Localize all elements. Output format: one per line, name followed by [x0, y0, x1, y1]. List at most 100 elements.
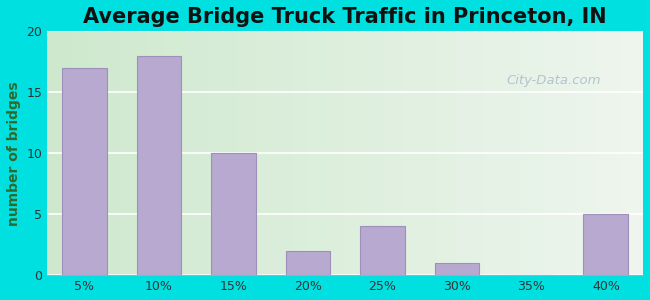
Bar	[149, 31, 151, 275]
Bar	[193, 31, 196, 275]
Bar	[229, 31, 232, 275]
Bar	[524, 31, 527, 275]
Bar	[217, 31, 220, 275]
Bar	[110, 31, 113, 275]
Bar	[434, 263, 479, 275]
Bar	[199, 31, 202, 275]
Bar	[56, 31, 59, 275]
Bar	[250, 31, 253, 275]
Bar	[104, 31, 107, 275]
Bar	[53, 31, 56, 275]
Bar	[253, 31, 255, 275]
Bar	[387, 31, 390, 275]
Bar	[163, 31, 166, 275]
Bar	[65, 31, 68, 275]
Bar	[181, 31, 184, 275]
Bar	[497, 31, 500, 275]
Bar	[390, 31, 393, 275]
Bar	[360, 226, 405, 275]
Bar	[119, 31, 122, 275]
Bar	[566, 31, 569, 275]
Bar	[336, 31, 339, 275]
Bar	[178, 31, 181, 275]
Bar	[131, 31, 134, 275]
Bar	[59, 31, 62, 275]
Bar	[536, 31, 539, 275]
Bar	[291, 31, 294, 275]
Bar	[226, 31, 229, 275]
Bar	[208, 31, 211, 275]
Bar	[155, 31, 157, 275]
Bar	[417, 31, 420, 275]
Bar	[396, 31, 398, 275]
Bar	[381, 31, 384, 275]
Bar	[309, 31, 313, 275]
Bar	[577, 31, 580, 275]
Bar	[304, 31, 306, 275]
Bar	[408, 31, 411, 275]
Bar	[378, 31, 381, 275]
Bar	[113, 31, 116, 275]
Bar	[294, 31, 298, 275]
Bar	[560, 31, 563, 275]
Bar	[637, 31, 640, 275]
Bar	[47, 31, 50, 275]
Bar	[92, 31, 95, 275]
Bar	[482, 31, 485, 275]
Bar	[187, 31, 190, 275]
Bar	[533, 31, 536, 275]
Bar	[449, 31, 452, 275]
Bar	[398, 31, 402, 275]
Bar	[345, 31, 348, 275]
Bar	[375, 31, 378, 275]
Bar	[619, 31, 622, 275]
Bar	[628, 31, 631, 275]
Bar	[136, 56, 181, 275]
Bar	[613, 31, 616, 275]
Bar	[366, 31, 369, 275]
Bar	[545, 31, 548, 275]
Bar	[244, 31, 247, 275]
Bar	[413, 31, 417, 275]
Bar	[634, 31, 637, 275]
Title: Average Bridge Truck Traffic in Princeton, IN: Average Bridge Truck Traffic in Princeto…	[83, 7, 607, 27]
Bar	[125, 31, 127, 275]
Bar	[539, 31, 541, 275]
Bar	[157, 31, 161, 275]
Bar	[422, 31, 426, 275]
Bar	[584, 31, 586, 275]
Bar	[238, 31, 241, 275]
Bar	[360, 31, 363, 275]
Bar	[622, 31, 625, 275]
Bar	[586, 31, 590, 275]
Bar	[74, 31, 77, 275]
Bar	[584, 214, 628, 275]
Bar	[462, 31, 464, 275]
Bar	[402, 31, 405, 275]
Bar	[488, 31, 491, 275]
Bar	[283, 31, 285, 275]
Bar	[518, 31, 521, 275]
Bar	[89, 31, 92, 275]
Y-axis label: number of bridges: number of bridges	[7, 81, 21, 226]
Bar	[166, 31, 170, 275]
Bar	[447, 31, 449, 275]
Bar	[289, 31, 291, 275]
Bar	[476, 31, 479, 275]
Bar	[575, 31, 577, 275]
Bar	[324, 31, 327, 275]
Bar	[101, 31, 104, 275]
Bar	[604, 31, 607, 275]
Bar	[300, 31, 304, 275]
Bar	[509, 31, 512, 275]
Bar	[503, 31, 506, 275]
Bar	[270, 31, 274, 275]
Bar	[601, 31, 604, 275]
Bar	[259, 31, 262, 275]
Bar	[232, 31, 235, 275]
Bar	[62, 31, 65, 275]
Bar	[420, 31, 423, 275]
Bar	[146, 31, 149, 275]
Bar	[351, 31, 354, 275]
Bar	[235, 31, 238, 275]
